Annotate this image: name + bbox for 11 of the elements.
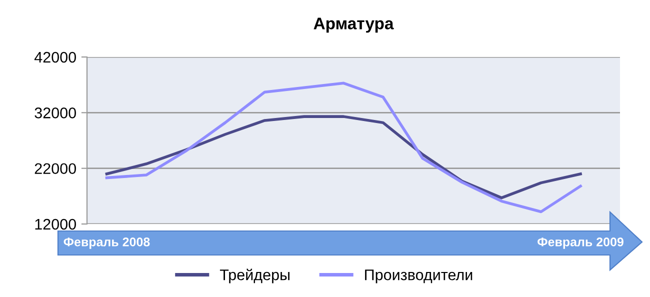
- y-tick-label: 12000: [35, 218, 76, 230]
- line-series: [105, 82, 582, 214]
- legend-label: Трейдеры: [220, 268, 290, 284]
- x-tick-label: Февраль 2008: [64, 238, 150, 249]
- x-tick-label: Февраль 2009: [538, 238, 624, 249]
- line-series: [105, 115, 582, 200]
- y-tick-label: 32000: [34, 108, 76, 118]
- chart-title: Арматура: [314, 18, 394, 33]
- legend-label: Производители: [365, 270, 472, 284]
- y-tick-label: 42000: [34, 52, 76, 63]
- y-tick-label: 22000: [34, 163, 76, 174]
